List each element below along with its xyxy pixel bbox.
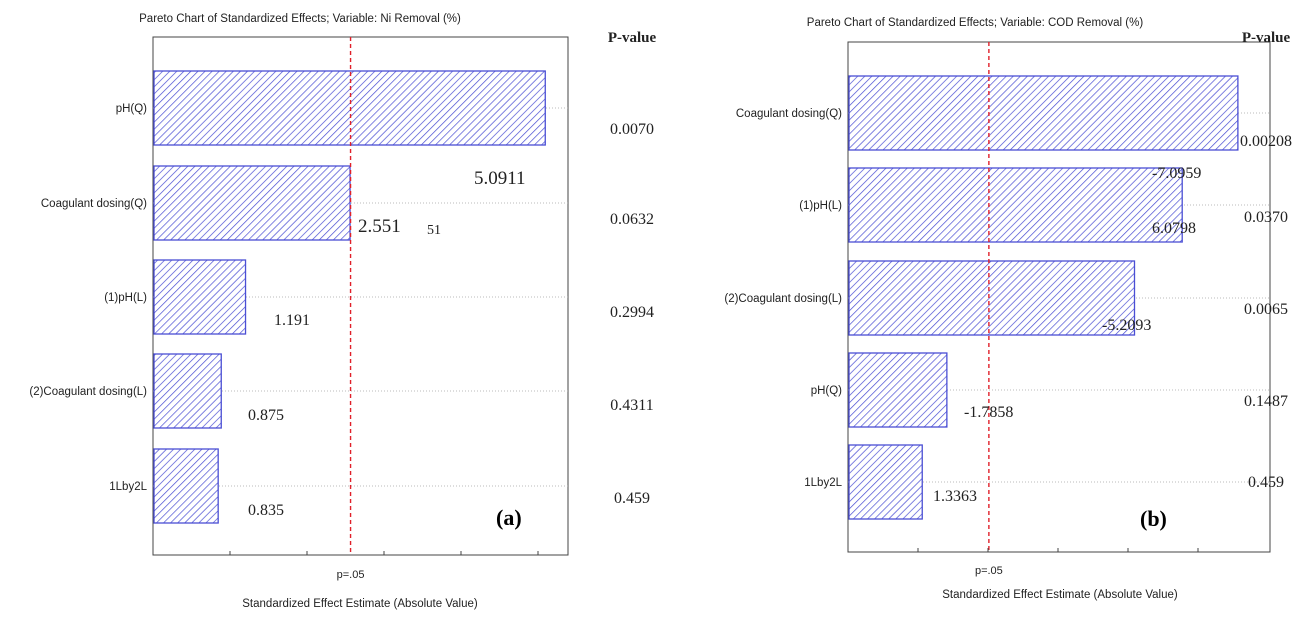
extra-label: 51 (427, 223, 441, 238)
bar-2 (153, 259, 247, 335)
category-label: Coagulant dosing(Q) (41, 198, 147, 210)
bar-4 (848, 444, 923, 520)
data-label: 1.3363 (933, 488, 977, 505)
chart-title: Pareto Chart of Standardized Effects; Va… (139, 13, 461, 25)
bar-0 (848, 75, 1239, 151)
data-label: 6.0798 (1152, 220, 1196, 237)
category-label: (1)pH(L) (799, 200, 842, 212)
category-label: (1)pH(L) (104, 292, 147, 304)
reference-line-label: p=.05 (337, 569, 365, 581)
bar-2 (848, 260, 1136, 336)
data-label: 0.875 (248, 407, 284, 424)
bar-1 (848, 167, 1183, 243)
x-axis-label: Standardized Effect Estimate (Absolute V… (242, 598, 478, 610)
pvalue-0: 0.0070 (610, 121, 654, 138)
pareto-panel-b: Pareto Chart of Standardized Effects; Va… (724, 17, 1292, 601)
pvalue-1: 0.0632 (610, 211, 654, 228)
pvalue-4: 0.459 (1248, 474, 1284, 491)
pvalue-1: 0.0370 (1244, 209, 1288, 226)
pvalue-header: P-value (1242, 30, 1291, 46)
bar-3 (848, 352, 948, 428)
pvalue-3: 0.1487 (1244, 393, 1288, 410)
category-label: 1Lby2L (109, 481, 147, 493)
chart-title: Pareto Chart of Standardized Effects; Va… (807, 17, 1144, 29)
panel-label: (b) (1140, 506, 1167, 531)
data-label: 1.191 (274, 312, 310, 329)
data-label: -1.7858 (964, 404, 1013, 421)
pvalue-2: 0.2994 (610, 304, 654, 321)
category-label: Coagulant dosing(Q) (736, 108, 842, 120)
bar-4 (153, 448, 219, 524)
panel-label: (a) (496, 505, 522, 530)
data-label: -7.0959 (1152, 165, 1201, 182)
pvalue-4: 0.459 (614, 490, 650, 507)
x-axis-label: Standardized Effect Estimate (Absolute V… (942, 589, 1178, 601)
bar-3 (153, 353, 222, 429)
bar-0 (153, 70, 546, 146)
category-label: pH(Q) (116, 103, 147, 115)
plot-frame (152, 36, 569, 556)
data-label: -5.2093 (1102, 317, 1151, 334)
data-label: 2.551 (358, 216, 401, 237)
reference-line-label: p=.05 (975, 565, 1003, 577)
category-label: (2)Coagulant dosing(L) (724, 293, 842, 305)
category-label: pH(Q) (811, 385, 842, 397)
pvalue-3: 0.4311 (610, 397, 653, 414)
data-label: 0.835 (248, 502, 284, 519)
pareto-panel-a: Pareto Chart of Standardized Effects; Va… (29, 13, 656, 610)
plot-frame (847, 41, 1271, 553)
category-label: (2)Coagulant dosing(L) (29, 386, 147, 398)
pvalue-2: 0.0065 (1244, 301, 1288, 318)
bar-1 (153, 165, 351, 241)
data-label: 5.0911 (474, 168, 526, 189)
pvalue-0: 0.00208 (1240, 133, 1292, 150)
category-label: 1Lby2L (804, 477, 842, 489)
pvalue-header: P-value (608, 30, 657, 46)
